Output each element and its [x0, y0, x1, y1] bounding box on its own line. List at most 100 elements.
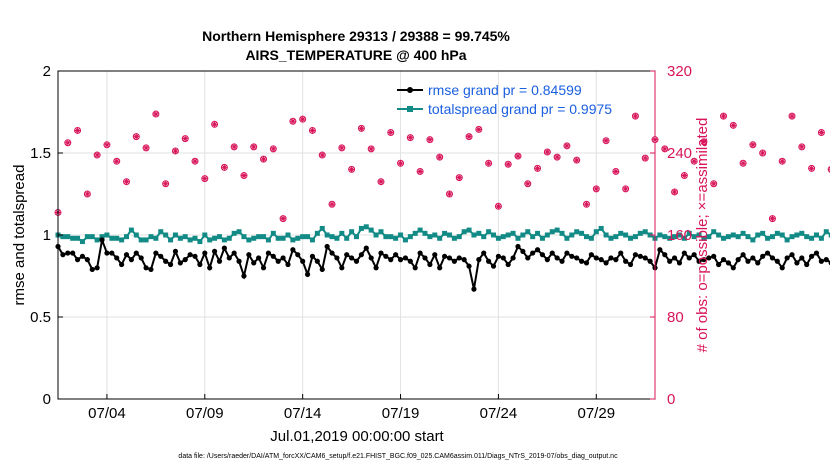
y-right-tick-label: 0 [667, 391, 675, 408]
totalspread-point [706, 234, 712, 240]
rmse-point [774, 258, 780, 264]
totalspread-point [256, 234, 262, 240]
obs-assimilated-point [348, 166, 355, 173]
rmse-point [720, 257, 727, 263]
rmse-point [486, 258, 492, 264]
totalspread-point [515, 235, 521, 241]
rmse-point [745, 258, 751, 264]
obs-assimilated-point [808, 165, 815, 172]
totalspread-point [818, 235, 824, 241]
rmse-point [716, 261, 722, 268]
rmse-point [471, 286, 477, 292]
totalspread-point [451, 235, 457, 241]
totalspread-point [721, 235, 727, 241]
totalspread-point [765, 235, 771, 241]
totalspread-point [799, 230, 805, 236]
totalspread-point [79, 239, 85, 245]
totalspread-point [236, 229, 242, 235]
totalspread-point [525, 229, 531, 235]
rmse-point [461, 257, 467, 263]
legend-spread-label: totalspread grand pr = 0.9975 [428, 101, 612, 117]
totalspread-point [363, 224, 369, 230]
obs-assimilated-point [632, 113, 639, 120]
totalspread-point [486, 229, 492, 235]
totalspread-point [383, 234, 389, 240]
obs-assimilated-point [603, 137, 610, 144]
obs-assimilated-point [583, 201, 590, 208]
rmse-point [593, 255, 599, 261]
totalspread-point [667, 235, 673, 241]
rmse-point [490, 263, 497, 269]
rmse-point [618, 250, 624, 256]
obs-assimilated-point [700, 138, 707, 145]
obs-assimilated-point [250, 143, 257, 150]
totalspread-point [813, 232, 819, 238]
totalspread-point [456, 234, 462, 240]
rmse-point [236, 258, 242, 264]
rmse-point [510, 255, 516, 261]
totalspread-point [809, 235, 815, 241]
totalspread-point [226, 235, 232, 241]
legend-spread-marker [407, 106, 413, 112]
totalspread-point [354, 234, 359, 240]
totalspread-point [745, 234, 751, 240]
totalspread-point [334, 235, 340, 241]
legend-rmse-label: rmse grand pr = 0.84599 [428, 82, 582, 98]
totalspread-point [769, 234, 775, 240]
totalspread-point [427, 234, 433, 240]
totalspread-point [603, 232, 609, 238]
totalspread-point [197, 239, 203, 245]
totalspread-point [182, 234, 188, 240]
totalspread-point [554, 227, 560, 233]
data-file-footer: data file: /Users/raeder/DAI/ATM_forcXX/… [178, 453, 618, 460]
rmse-point [632, 252, 639, 258]
totalspread-point [172, 232, 178, 238]
rmse-point [285, 261, 291, 268]
obs-assimilated-point [544, 148, 551, 155]
totalspread-point [290, 237, 296, 243]
obs-assimilated-point [103, 141, 110, 148]
totalspread-point [608, 235, 614, 241]
rmse-point [246, 252, 252, 258]
chart-title-line2: AIRS_TEMPERATURE @ 400 hPa [245, 47, 466, 63]
totalspread-point [202, 232, 208, 238]
totalspread-point [735, 234, 741, 240]
totalspread-point [216, 234, 222, 240]
obs-assimilated-point [172, 147, 179, 154]
obs-assimilated-point [84, 191, 91, 197]
rmse-point [755, 260, 761, 266]
totalspread-point [422, 230, 428, 236]
rmse-point [813, 250, 820, 256]
totalspread-point [65, 234, 71, 240]
rmse-point [368, 255, 374, 261]
obs-assimilated-point [368, 145, 375, 152]
totalspread-point [784, 237, 790, 243]
y-left-tick-label: 0 [43, 391, 51, 408]
rmse-point [559, 258, 565, 264]
obs-assimilated-point [123, 178, 130, 185]
totalspread-point [588, 235, 594, 241]
obs-assimilated-point [505, 161, 512, 168]
rmse-point [779, 265, 785, 271]
rmse-point [578, 258, 585, 264]
rmse-point [569, 253, 575, 259]
obs-assimilated-point [319, 152, 326, 159]
totalspread-point [138, 237, 144, 243]
totalspread-point [163, 232, 169, 238]
rmse-point [207, 265, 213, 271]
totalspread-point [432, 232, 438, 238]
obs-assimilated-point [789, 113, 796, 120]
chart-title-line1: Northern Hemisphere 29313 / 29388 = 99.7… [202, 28, 510, 44]
rmse-point [114, 255, 120, 261]
rmse-point [706, 255, 712, 261]
totalspread-point [143, 237, 149, 243]
obs-assimilated-point [192, 158, 199, 165]
totalspread-point [681, 235, 687, 241]
y-right-tick-label: 80 [667, 309, 684, 326]
rmse-point [216, 258, 223, 264]
rmse-point [515, 243, 521, 250]
obs-assimilated-point [113, 158, 120, 165]
obs-assimilated-point [397, 160, 404, 167]
obs-assimilated-point [475, 126, 482, 133]
totalspread-point [676, 232, 682, 238]
